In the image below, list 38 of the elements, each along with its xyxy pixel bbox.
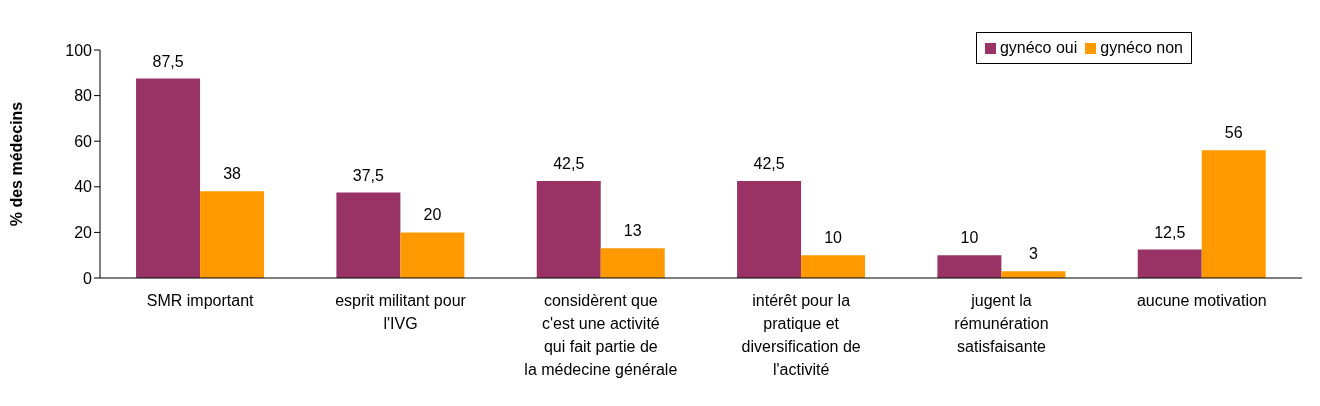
bar [400,232,465,278]
x-tick-label: considèrent que c'est une activité qui fait partie de la médecine générale [524,292,678,378]
data-label: 87,5 [152,52,184,70]
bar [1137,249,1202,278]
bar [336,192,401,278]
y-axis-title: % des médecins [7,101,25,227]
bar [737,181,802,278]
data-label: 3 [1028,245,1038,263]
x-tick-label: esprit militant pour l'IVG [335,292,467,332]
legend-label: gynéco non [1100,39,1183,57]
y-tick-label: 20 [74,224,93,242]
data-label: 38 [223,165,242,183]
bar [1201,150,1266,278]
legend-label: gynéco oui [999,39,1078,57]
data-label: 10 [824,229,843,247]
data-label: 37,5 [352,166,385,184]
data-label: 12,5 [1154,223,1186,241]
y-tick-label: 60 [74,132,93,150]
bar [200,191,265,278]
y-tick-label: 80 [74,87,93,105]
bar [600,248,665,278]
bar [937,255,1002,278]
x-tick-label: intérêt pour la pratique et diversification de l'activité [741,292,861,378]
x-tick-label: SMR important [146,292,255,309]
bar [536,181,601,278]
x-tick-label: jugent la rémunération satisfaisante [954,292,1049,355]
y-tick-label: 0 [83,269,93,287]
data-label: 42,5 [553,155,585,173]
data-label: 42,5 [753,155,785,173]
bar [136,78,201,278]
data-label: 13 [623,222,642,240]
y-tick-label: 40 [74,178,93,196]
bar [801,255,866,278]
data-label: 20 [423,206,442,224]
data-label: 10 [960,229,979,247]
x-tick-label: aucune motivation [1136,292,1267,309]
data-label: 56 [1224,124,1243,142]
y-tick-label: 100 [65,41,93,59]
